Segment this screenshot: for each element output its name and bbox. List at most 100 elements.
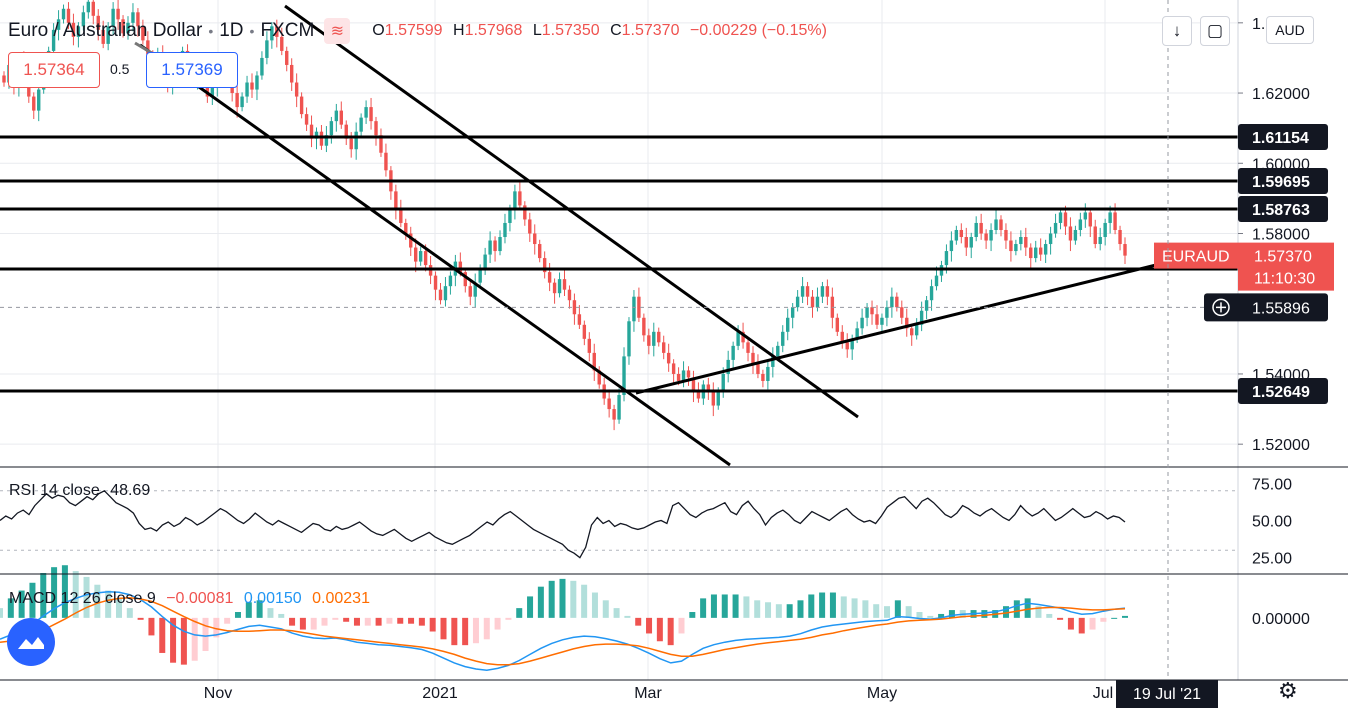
candle-body xyxy=(627,321,631,357)
candle-body xyxy=(820,286,825,297)
candle-body xyxy=(285,50,289,65)
rsi-axis-tick-label: 50.00 xyxy=(1252,514,1292,531)
candle-body xyxy=(547,272,552,283)
macd-histogram-bar xyxy=(1013,600,1020,618)
candle-body xyxy=(751,352,755,364)
price-axis-tick-label: 1.58000 xyxy=(1252,227,1310,244)
candle-body xyxy=(533,233,537,245)
candle-body xyxy=(587,338,592,353)
candle-body xyxy=(280,36,284,51)
candle-body xyxy=(493,240,497,252)
tradingview-logo-icon[interactable] xyxy=(7,618,55,666)
candle-body xyxy=(116,8,120,20)
candle-body xyxy=(910,328,914,336)
candle-body xyxy=(96,15,100,30)
candle-body xyxy=(924,300,929,311)
candle-body xyxy=(657,331,661,343)
macd-histogram-bar xyxy=(332,617,339,620)
candle-body xyxy=(498,237,502,252)
macd-histogram-bar xyxy=(786,604,793,618)
candle-body xyxy=(270,26,274,41)
macd-histogram-bar xyxy=(180,617,187,665)
candle-body xyxy=(404,222,408,234)
macd-histogram-bar xyxy=(299,617,306,630)
fullscreen-icon[interactable]: ▢ xyxy=(1200,16,1230,46)
macd-histogram-bar xyxy=(559,578,566,618)
candle-body xyxy=(885,307,889,318)
candle-body xyxy=(1034,247,1038,259)
grid-lines xyxy=(0,0,1238,680)
macd-histogram-bar xyxy=(40,573,47,618)
macd-histogram-bar xyxy=(1057,617,1064,620)
candle-body xyxy=(438,289,443,301)
macd-hist-value: −0.00081 xyxy=(166,590,234,607)
candle-body xyxy=(721,373,725,392)
candle-body xyxy=(880,317,884,325)
macd-histogram-bar xyxy=(375,617,382,626)
buy-button[interactable]: 1.57369 xyxy=(146,52,238,88)
symbol-name[interactable]: Euro / Australian Dollar xyxy=(8,20,203,41)
currency-button[interactable]: AUD xyxy=(1266,16,1314,44)
candle-body xyxy=(1029,247,1033,259)
candle-body xyxy=(518,191,522,206)
candle-body xyxy=(979,222,983,234)
macd-histogram-bar xyxy=(840,596,847,618)
price-axis-tick-label: 1.62000 xyxy=(1252,86,1310,103)
candle-body xyxy=(126,22,130,34)
interval-label[interactable]: 1D xyxy=(219,20,244,41)
download-icon[interactable]: ↓ xyxy=(1162,16,1192,46)
macd-histogram-bar xyxy=(343,617,350,622)
macd-histogram-bar xyxy=(527,596,534,618)
macd-histogram-bar xyxy=(700,598,707,618)
candle-body xyxy=(577,314,582,325)
macd-histogram-bar xyxy=(765,602,772,618)
drawing-horizontal-levels xyxy=(0,135,1238,393)
macd-histogram-bar xyxy=(667,617,674,646)
macd-histogram-bar xyxy=(873,604,880,618)
candle-body xyxy=(666,352,671,364)
macd-histogram-bar xyxy=(591,592,598,618)
candle-body xyxy=(741,331,745,343)
macd-histogram-bar xyxy=(386,617,393,624)
spread-value: 0.5 xyxy=(110,61,130,77)
macd-histogram-bar xyxy=(1111,617,1118,619)
macd-histogram-bar xyxy=(213,617,220,638)
macd-histogram-bar xyxy=(462,617,469,646)
macd-legend: MACD 12 26 close 9 −0.00081 0.00150 0.00… xyxy=(9,590,370,608)
candle-body xyxy=(865,307,869,318)
level-price-text: 1.58763 xyxy=(1252,202,1310,219)
candle-body xyxy=(756,363,760,374)
candle-body xyxy=(969,237,973,248)
candle-body xyxy=(999,219,1003,230)
candle-body xyxy=(1004,229,1008,241)
low-value: 1.57350 xyxy=(541,22,600,39)
candle-body xyxy=(399,208,403,223)
candle-body xyxy=(374,121,378,136)
crosshair-date-badge xyxy=(1116,680,1218,708)
candle-body xyxy=(652,331,656,346)
candle-body xyxy=(81,12,86,27)
candle-body xyxy=(379,135,383,153)
candle-body xyxy=(1043,244,1048,255)
candle-body xyxy=(954,229,959,241)
candle-body xyxy=(1068,226,1073,241)
candle-body xyxy=(314,131,319,139)
macd-histogram-bar xyxy=(1003,606,1010,618)
candle-body xyxy=(537,244,542,259)
gear-icon[interactable]: ⚙ xyxy=(1278,678,1298,703)
candle-body xyxy=(567,289,572,301)
candle-body xyxy=(1078,219,1083,230)
candle-body xyxy=(294,82,299,97)
sell-button[interactable]: 1.57364 xyxy=(8,52,100,88)
rsi-legend: RSI 14 close 48.69 xyxy=(9,482,150,500)
macd-histogram-bar xyxy=(721,594,728,618)
candle-body xyxy=(845,342,849,350)
candle-body xyxy=(1093,226,1097,245)
candle-body xyxy=(929,286,934,301)
macd-histogram-bar xyxy=(51,567,58,618)
price-axis-tick-label: 1.52000 xyxy=(1252,437,1310,454)
flag-icon[interactable]: ≋ xyxy=(324,18,351,44)
macd-histogram-bar xyxy=(537,586,544,618)
macd-histogram-bar xyxy=(234,612,241,618)
candle-body xyxy=(810,296,815,308)
